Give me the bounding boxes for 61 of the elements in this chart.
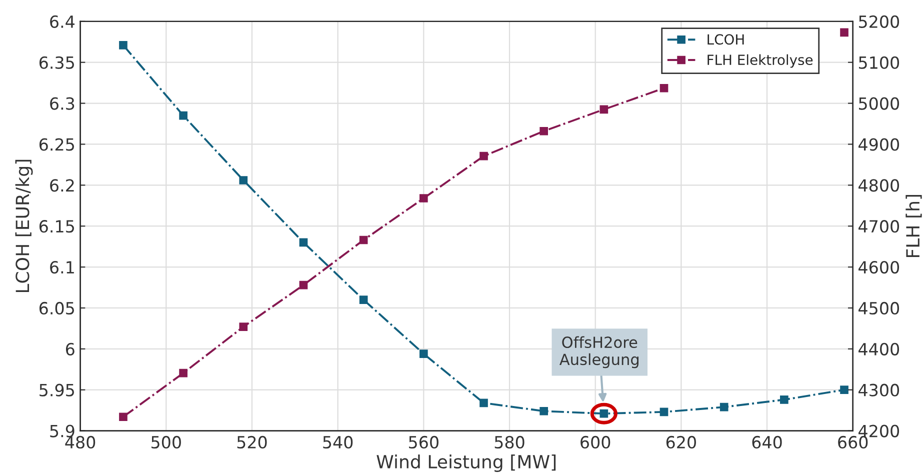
point: [359, 296, 368, 304]
point: [239, 322, 248, 331]
y-tick-label: 5.9: [50, 424, 74, 438]
point: [720, 402, 728, 412]
point: [119, 40, 128, 50]
point: [480, 398, 488, 408]
y2-tick-label: 5200: [859, 15, 900, 28]
y2-tick-label: 4700: [858, 220, 900, 233]
y-tick-label: 5.95: [40, 384, 74, 396]
y-tick-label: 6.2: [50, 179, 74, 192]
x-tick-label: 620: [666, 436, 696, 449]
point: [480, 152, 488, 160]
point: [419, 194, 428, 202]
y2-tick-label: 5000: [859, 97, 900, 110]
y2-axis-title: FLH [h]: [906, 195, 922, 257]
point: [299, 280, 308, 290]
y2-tick-label: 4300: [858, 384, 900, 396]
point: [119, 412, 128, 422]
x-tick-label: 560: [409, 436, 438, 449]
point: [660, 84, 668, 92]
y-tick-label: 6.25: [39, 138, 74, 151]
y2-tick-label: 4900: [858, 138, 900, 151]
y-tick-label: 6.3: [50, 97, 74, 110]
legend-label: FLH Elektrolyse: [708, 54, 813, 68]
y2-tick-label: 4500: [858, 302, 900, 315]
y-tick-label: 6.4: [50, 15, 75, 28]
x-tick-label: 500: [152, 436, 181, 449]
x-axis-title: Wind Leistung [MW]: [376, 454, 556, 472]
y-tick-label: 6.1: [50, 261, 74, 274]
legend-label: LCOH: [708, 34, 744, 45]
y2-tick-label: 4400: [858, 342, 900, 356]
point: [179, 368, 188, 378]
y-tick-label: 6.15: [39, 220, 74, 233]
y2-tick-label: 4800: [858, 179, 900, 192]
point: [600, 105, 608, 114]
y2-tick-label: 5100: [859, 56, 900, 69]
y2-tick-label: 4600: [858, 261, 900, 274]
x-tick-label: 600: [580, 436, 610, 449]
point: [840, 386, 848, 394]
point: [179, 111, 188, 120]
annotation: OffsH2ore Auslegung: [559, 336, 638, 368]
point: [359, 236, 368, 244]
point: [540, 126, 548, 136]
x-tick-label: 520: [237, 436, 267, 449]
point: [660, 408, 668, 416]
y-tick-label: 6.35: [39, 56, 74, 69]
x-tick-label: 480: [65, 436, 96, 449]
y-axis-title: LCOH [EUR/kg]: [15, 160, 33, 292]
y-tick-label: 6: [66, 342, 74, 356]
point: [419, 350, 428, 358]
point: [540, 406, 548, 416]
x-tick-label: 580: [494, 436, 524, 449]
x-tick-label: 540: [323, 436, 353, 449]
y-tick-label: 6.05: [39, 302, 74, 315]
point: [239, 176, 248, 184]
y2-tick-label: 4200: [858, 424, 900, 438]
x-tick-label: 640: [752, 436, 782, 449]
point: [299, 238, 308, 247]
point: [840, 28, 848, 37]
x-tick-label: 660: [838, 436, 868, 449]
point: [780, 396, 788, 404]
